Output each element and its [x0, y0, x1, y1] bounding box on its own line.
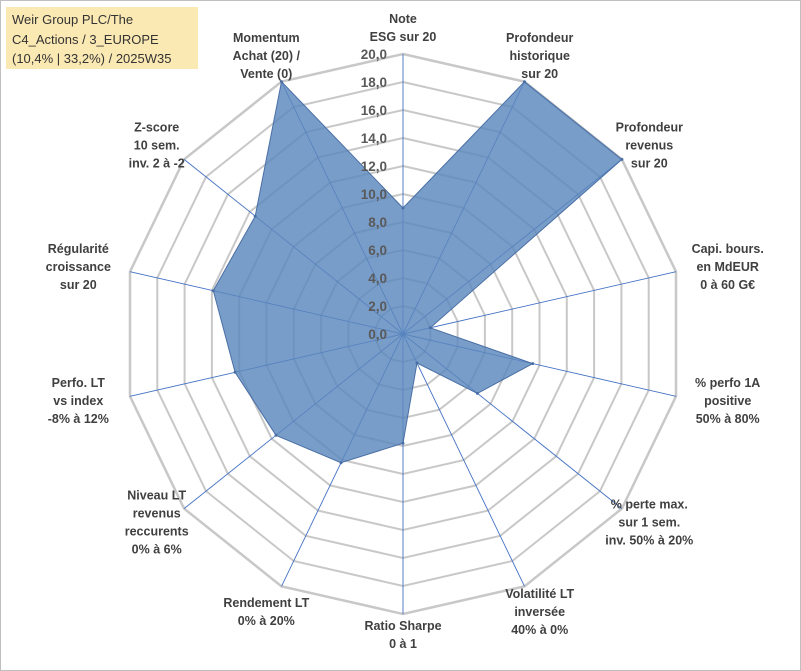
axis-label: Volatilité LT [505, 587, 574, 601]
axis-label: Profondeur [506, 31, 573, 45]
axis-spoke [402, 271, 677, 335]
axis-label: Note [389, 12, 417, 26]
axis-label: Z-score [134, 121, 179, 135]
data-point [401, 441, 405, 445]
title-line: C4_Actions / 3_EUROPE [12, 31, 159, 47]
axis-label: % perte max. [611, 497, 688, 511]
data-point [531, 362, 535, 366]
axis-label: sur 20 [521, 67, 558, 81]
axis-label: historique [509, 49, 569, 63]
axis-label: 40% à 0% [511, 623, 568, 637]
axis-label: sur 20 [631, 157, 668, 171]
tick-label: 20,0 [361, 47, 387, 62]
data-point [339, 461, 343, 465]
axis-label: 0 à 60 G€ [700, 278, 755, 292]
axis-label: inv. 50% à 20% [605, 533, 693, 547]
axis-label: Momentum [233, 31, 300, 45]
axis-label: croissance [46, 260, 111, 274]
axis-label: sur 1 sem. [618, 515, 680, 529]
tick-label: 2,0 [368, 299, 387, 314]
tick-label: 12,0 [361, 159, 387, 174]
axis-label: 0 à 1 [389, 637, 417, 651]
axis-label: Ratio Sharpe [364, 619, 441, 633]
axis-label: 50% à 80% [696, 412, 760, 426]
axis-label: Niveau LT [127, 488, 186, 502]
data-point [233, 370, 237, 374]
tick-label: 18,0 [361, 75, 387, 90]
tick-label: 6,0 [368, 243, 387, 258]
data-point [211, 289, 215, 293]
data-point [415, 361, 419, 365]
axis-label: % perfo 1A [695, 376, 760, 390]
tick-label: 4,0 [368, 271, 387, 286]
axis-label: revenus [625, 139, 673, 153]
axis-label: 0% à 20% [238, 614, 295, 628]
tick-label: 10,0 [361, 187, 387, 202]
axis-spoke [402, 333, 525, 587]
axis-label: ESG sur 20 [370, 30, 437, 44]
data-point [280, 80, 283, 84]
axis-label: Vente (0) [240, 67, 292, 81]
tick-label: 16,0 [361, 103, 387, 118]
axis-label: positive [704, 394, 751, 408]
data-point [475, 391, 479, 395]
axis-label: vs index [53, 394, 103, 408]
data-point [428, 326, 432, 330]
axis-label: Achat (20) / [233, 49, 301, 63]
data-point [253, 214, 257, 218]
data-point [274, 433, 278, 437]
axis-label: inversée [514, 605, 565, 619]
title-line: Weir Group PLC/The [12, 12, 134, 27]
data-point [523, 80, 526, 84]
chart-title-box: Weir Group PLC/The C4_Actions / 3_EUROPE… [6, 7, 198, 69]
title-line: (10,4% | 33,2%) / 2025W35 [12, 51, 172, 66]
axis-label: Profondeur [616, 121, 683, 135]
axis-label: revenus [133, 506, 181, 520]
axis-label: sur 20 [60, 278, 97, 292]
data-point [401, 206, 405, 210]
series-area [212, 80, 623, 464]
tick-label: 8,0 [368, 215, 387, 230]
axis-label: Rendement LT [223, 596, 309, 610]
axis-label: inv. 2 à -2 [129, 157, 185, 171]
axis-label: 10 sem. [134, 139, 180, 153]
axis-label: Capi. bours. [692, 242, 764, 256]
data-point [620, 157, 624, 161]
axis-label: -8% à 12% [48, 412, 109, 426]
axis-label: Perfo. LT [52, 376, 106, 390]
axis-label: Régularité [48, 242, 109, 256]
tick-label: 14,0 [361, 131, 387, 146]
axis-label: en MdEUR [696, 260, 759, 274]
axis-label: 0% à 6% [132, 542, 182, 556]
tick-label: 0,0 [368, 327, 387, 342]
axis-label: reccurents [125, 524, 189, 538]
